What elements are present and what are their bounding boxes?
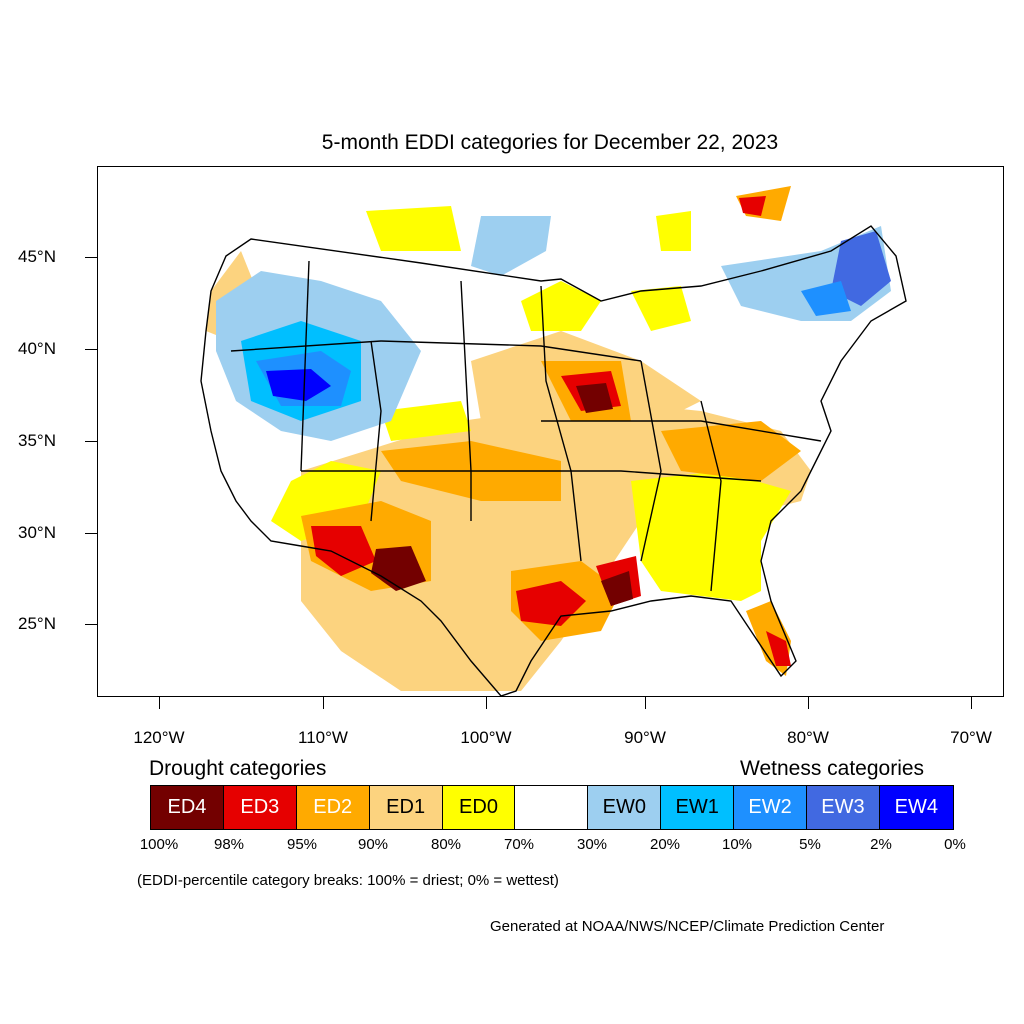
lon-label-120: 120°W	[133, 728, 185, 747]
lat-label-25: 25°N	[18, 614, 56, 633]
state-line-6	[230, 340, 642, 362]
lat-label-30: 30°N	[18, 523, 56, 542]
legend-break-5: 70%	[503, 836, 535, 853]
legend-swatch-ed3: ED3	[223, 786, 297, 829]
lon-label-70: 70°W	[950, 728, 992, 747]
legend-break-10: 2%	[870, 836, 892, 853]
state-line-2	[370, 340, 382, 522]
conus-outline	[200, 225, 907, 696]
region-ed0-upper-mw	[521, 281, 601, 331]
map-outlines	[200, 225, 907, 696]
category-note: (EDDI-percentile category breaks: 100% =…	[137, 872, 559, 889]
region-ew2-ne	[801, 281, 851, 316]
legend-label-ed2: ED2	[313, 796, 353, 818]
wetness-heading: Wetness categories	[740, 757, 925, 780]
legend-swatch-ed2: ED2	[296, 786, 370, 829]
lat-label-40: 40°N	[18, 339, 56, 358]
legend-swatch-ed0: ED0	[442, 786, 516, 829]
credit-line: Generated at NOAA/NWS/NCEP/Climate Predi…	[490, 918, 885, 935]
lon-label-110: 110°W	[298, 728, 348, 747]
region-ed4-iowa	[576, 383, 613, 413]
state-line-9	[541, 420, 822, 442]
legend-label-ed1: ED1	[386, 796, 426, 818]
region-ed0-ontario	[656, 211, 691, 251]
lat-label-35: 35°N	[18, 431, 56, 450]
region-ed3-az	[311, 526, 376, 576]
legend-break-6: 30%	[576, 836, 608, 853]
lat-tick-45	[85, 257, 97, 258]
lat-label-45: 45°N	[18, 247, 56, 266]
lon-tick-70	[971, 697, 972, 709]
lon-tick-90	[645, 697, 646, 709]
legend-label-ed0: ED0	[459, 796, 498, 818]
legend-break-1: 98%	[213, 836, 245, 853]
map-title: 5-month EDDI categories for December 22,…	[321, 131, 779, 154]
legend-break-9: 5%	[799, 836, 821, 853]
legend-break-7: 20%	[649, 836, 681, 853]
region-ed3-ontario	[739, 196, 766, 216]
legend-break-8: 10%	[721, 836, 753, 853]
legend-break-11: 0%	[944, 836, 966, 853]
state-line-8	[700, 400, 722, 592]
legend-swatch-ed4: ED4	[151, 786, 224, 829]
lat-tick-40	[85, 349, 97, 350]
region-ed2-ohio-valley	[661, 421, 801, 481]
lat-tick-25	[85, 624, 97, 625]
lon-tick-80	[808, 697, 809, 709]
legend-break-3: 90%	[357, 836, 389, 853]
legend-swatch-ew2: EW2	[734, 786, 808, 829]
legend-swatch-ew1: EW1	[661, 786, 735, 829]
state-line-5	[301, 470, 762, 482]
legend-swatch-ew4: EW4	[879, 786, 953, 829]
legend-label-ew1: EW1	[675, 796, 719, 818]
legend-label-ew0: EW0	[602, 796, 646, 818]
legend-break-2: 95%	[286, 836, 318, 853]
lon-label-100: 100°W	[460, 728, 512, 747]
legend-label-ew3: EW3	[821, 796, 865, 818]
legend-swatch-neutral	[515, 786, 589, 829]
region-ew4-utah	[266, 369, 331, 401]
region-ed0-great-lakes	[631, 286, 691, 331]
region-ed3-fl	[766, 631, 791, 666]
lon-tick-120	[159, 697, 160, 709]
state-line-4	[540, 285, 582, 562]
lon-label-80: 80°W	[787, 728, 829, 747]
region-ew3-ne	[831, 231, 891, 306]
state-line-7	[640, 360, 662, 562]
state-line-1	[300, 260, 310, 472]
drought-heading: Drought categories	[149, 757, 327, 780]
legend-break-0: 100%	[139, 836, 179, 853]
region-ew0-north-dakota	[471, 216, 551, 276]
legend-swatch-ed1: ED1	[369, 786, 443, 829]
legend-swatch-ew3: EW3	[807, 786, 880, 829]
legend-swatch-ew0: EW0	[588, 786, 662, 829]
legend-label-ew2: EW2	[748, 796, 792, 818]
eddi-map	[97, 166, 1004, 697]
eddi-category-regions	[206, 186, 891, 691]
legend-label-ew4: EW4	[894, 796, 939, 818]
category-legend: ED4 ED3 ED2 ED1 ED0 EW0 EW1 EW2 EW3 EW4	[150, 785, 954, 830]
lon-label-90: 90°W	[624, 728, 666, 747]
legend-label-ed4: ED4	[167, 796, 207, 818]
region-ed0-rockies	[381, 401, 471, 441]
legend-break-4: 80%	[430, 836, 462, 853]
region-ed4-nm-tx	[371, 546, 426, 591]
map-canvas	[200, 186, 907, 696]
region-ed0-southeast	[631, 471, 791, 601]
region-ed4-la	[601, 571, 633, 606]
lat-tick-30	[85, 533, 97, 534]
legend-label-ed3: ED3	[240, 796, 280, 818]
lon-tick-110	[323, 697, 324, 709]
region-ed0-north	[366, 206, 461, 251]
lat-tick-35	[85, 441, 97, 442]
lon-tick-100	[486, 697, 487, 709]
